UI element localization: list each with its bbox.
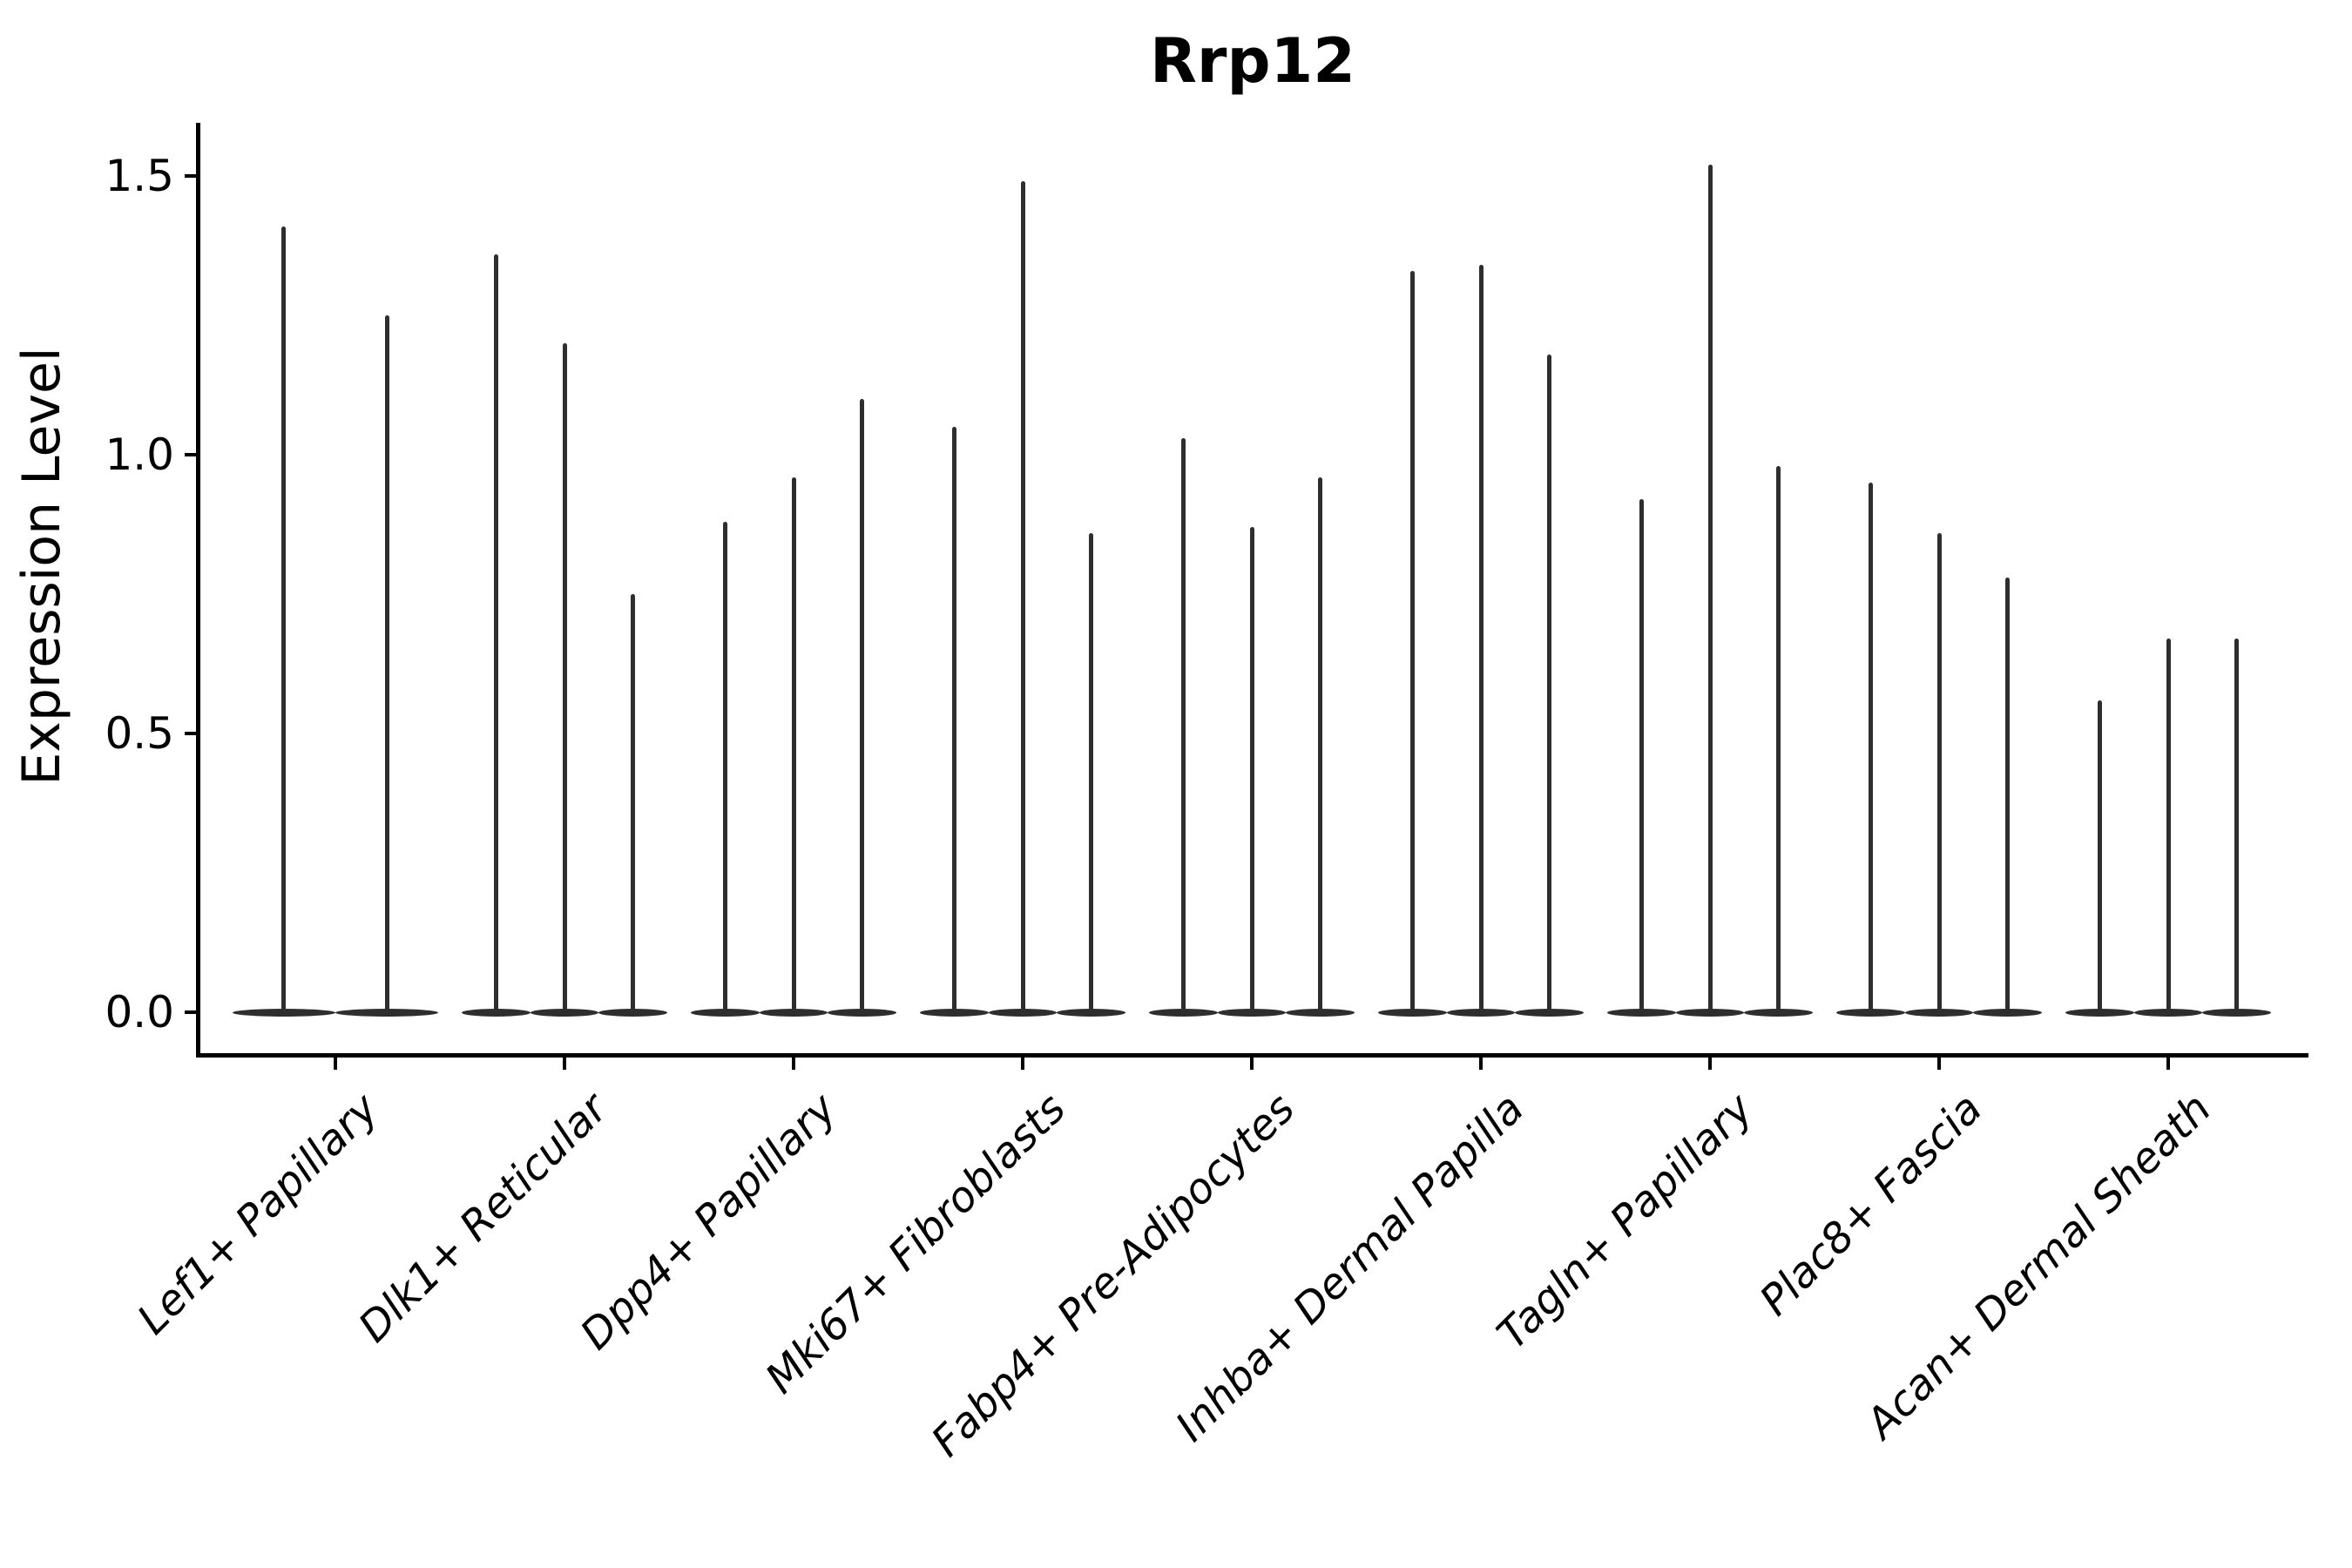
x-tick-label: Plac8+ Fascia bbox=[1750, 1084, 1992, 1326]
x-tick-label: Tagln+ Papillary bbox=[1487, 1084, 1763, 1359]
x-tick bbox=[563, 1057, 566, 1070]
y-tick bbox=[185, 174, 198, 178]
x-tick bbox=[1479, 1057, 1483, 1070]
violin-spike bbox=[631, 594, 636, 1015]
violin-spike bbox=[1318, 476, 1323, 1015]
violin-spike bbox=[1249, 527, 1254, 1015]
violin-spike bbox=[791, 476, 796, 1015]
x-tick bbox=[2166, 1057, 2170, 1070]
x-tick-label: Mki67+ Fibroblasts bbox=[756, 1084, 1076, 1403]
y-tick-label: 1.0 bbox=[105, 429, 174, 480]
y-tick-label: 0.0 bbox=[105, 987, 174, 1037]
violin-spike bbox=[2234, 639, 2240, 1015]
x-tick-label: Dlk1+ Reticular bbox=[348, 1084, 618, 1352]
violin-spike bbox=[2097, 700, 2102, 1015]
violin-spike bbox=[281, 226, 287, 1015]
violin-spike bbox=[951, 427, 956, 1015]
x-tick-label: Fabp4+ Pre-Adipocytes bbox=[922, 1084, 1305, 1467]
y-tick bbox=[185, 732, 198, 735]
violin-spike bbox=[722, 521, 727, 1015]
violin-spike bbox=[1868, 483, 1873, 1015]
y-tick bbox=[185, 453, 198, 456]
x-tick bbox=[334, 1057, 337, 1070]
violin-spike bbox=[1707, 165, 1713, 1015]
violin-spike bbox=[1089, 532, 1094, 1015]
x-tick-label: Dpp4+ Papillary bbox=[571, 1084, 847, 1360]
plot-title: Rrp12 bbox=[1150, 25, 1355, 97]
violin-spike bbox=[384, 315, 389, 1015]
violin-spike bbox=[1478, 265, 1484, 1015]
x-axis-spine bbox=[196, 1053, 2308, 1058]
violin-spike bbox=[1776, 465, 1781, 1015]
violin-spike bbox=[1409, 270, 1415, 1015]
violin-spike bbox=[2005, 577, 2011, 1015]
x-tick bbox=[792, 1057, 795, 1070]
violin-spike bbox=[562, 343, 567, 1015]
violin-spike bbox=[860, 399, 865, 1015]
violin-spike bbox=[1936, 532, 1942, 1015]
x-tick bbox=[1021, 1057, 1024, 1070]
x-tick bbox=[1250, 1057, 1254, 1070]
violin-spike bbox=[1020, 181, 1025, 1015]
y-axis-label: Expression Level bbox=[11, 347, 72, 786]
y-tick bbox=[185, 1010, 198, 1014]
y-axis-spine bbox=[196, 123, 200, 1058]
violin-spike bbox=[493, 253, 498, 1015]
x-tick-label: Inhba+ Dermal Papilla bbox=[1166, 1084, 1534, 1451]
y-tick-label: 0.5 bbox=[105, 708, 174, 759]
x-tick bbox=[1708, 1057, 1712, 1070]
violin-spike bbox=[1639, 499, 1644, 1015]
violin-spike bbox=[1180, 437, 1186, 1015]
x-tick-label: Acan+ Dermal Sheath bbox=[1856, 1084, 2221, 1449]
violin-spike bbox=[1547, 354, 1552, 1015]
x-tick bbox=[1937, 1057, 1941, 1070]
y-tick-label: 1.5 bbox=[105, 151, 174, 201]
violin-spike bbox=[2166, 639, 2171, 1015]
